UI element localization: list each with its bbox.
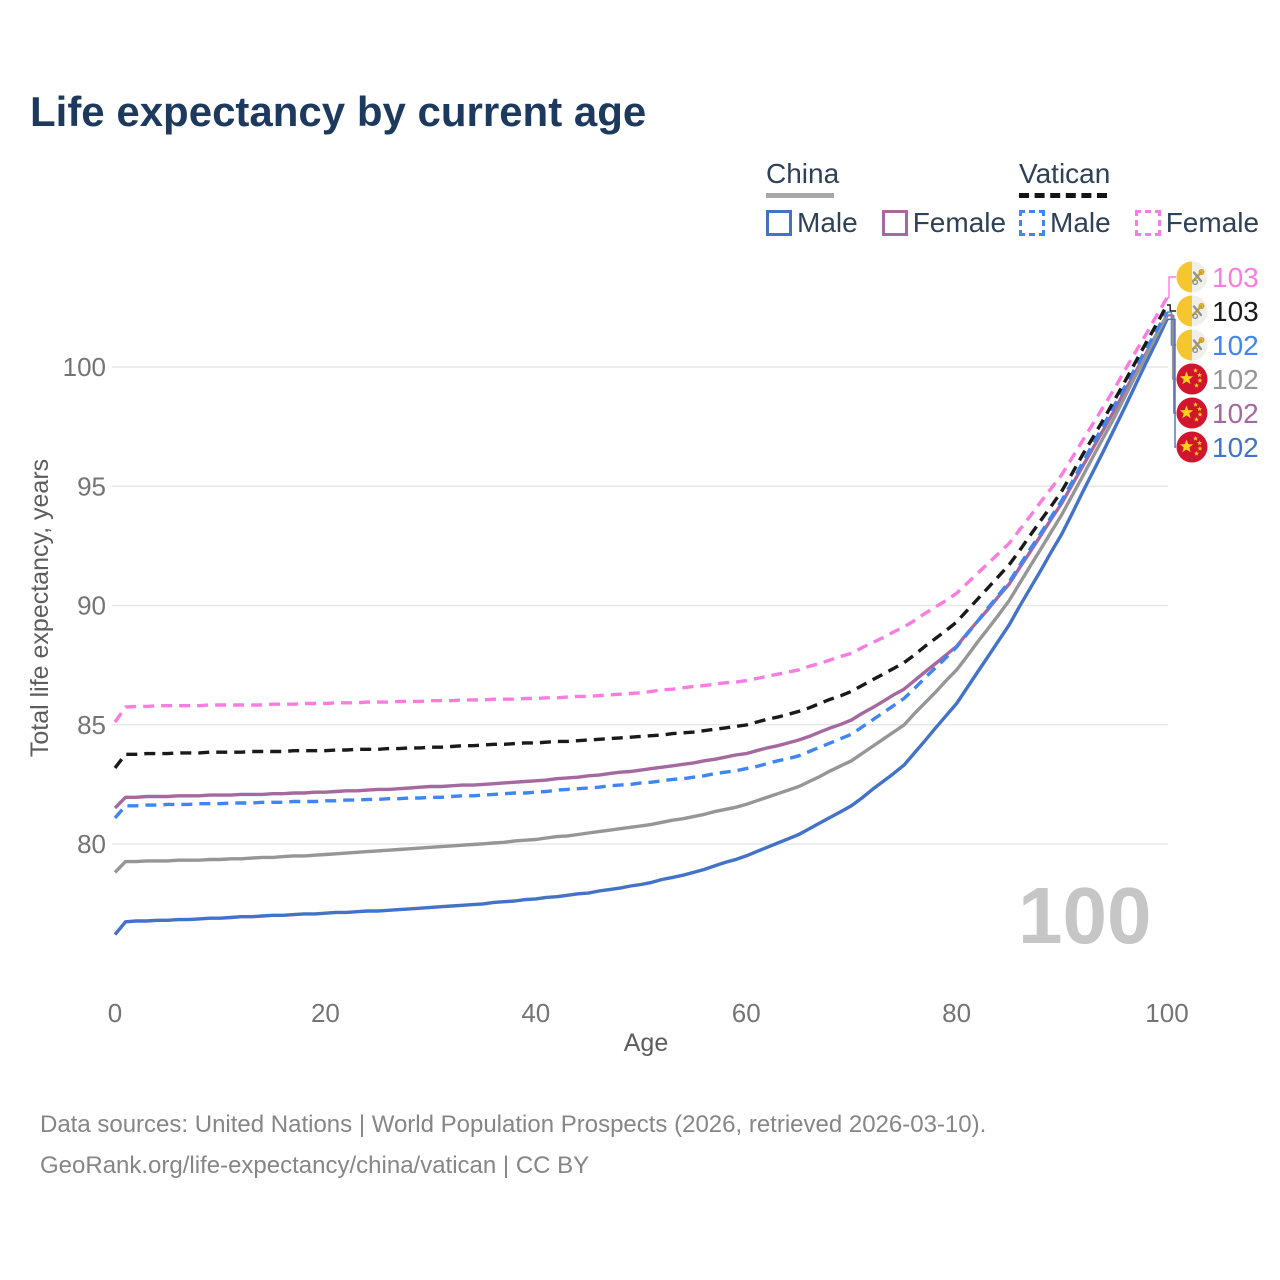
legend-swatch-china-female[interactable] — [881, 210, 908, 236]
x-tick-0: 0 — [108, 998, 122, 1028]
x-tick-100: 100 — [1145, 998, 1188, 1028]
vatican-gold-key-bow — [1198, 337, 1205, 343]
legend-underline-china-solid — [766, 193, 834, 198]
legend-underline-vatican-dashed — [1019, 193, 1107, 198]
y-tick-90: 90 — [77, 591, 106, 621]
legend-label-china-female[interactable]: Female — [912, 207, 1007, 238]
data-source-footer: Data sources: United Nations | World Pop… — [40, 1104, 986, 1186]
china-flag-small-star-2 — [1197, 411, 1203, 417]
chart-title: Life expectancy by current age — [30, 88, 647, 135]
china-flag-small-star-1 — [1197, 372, 1202, 378]
x-tick-20: 20 — [311, 998, 340, 1028]
legend-swatch-vatican-female[interactable] — [1134, 210, 1161, 236]
vatican-silver-key-bow — [1192, 279, 1199, 286]
x-tick-60: 60 — [732, 998, 761, 1028]
y-tick-80: 80 — [77, 829, 106, 859]
china-flag-big-star — [1179, 439, 1194, 453]
legend-swatch-vatican-male[interactable] — [1019, 210, 1045, 236]
series-line-vatican-both-sexes[interactable] — [113, 304, 1169, 769]
vatican-flag-yellow-half — [1176, 295, 1192, 327]
legend-label-china-male[interactable]: Male — [797, 207, 858, 238]
china-flag-small-star-3 — [1194, 450, 1199, 456]
end-value-label-vatican-male: 102 — [1212, 330, 1259, 361]
end-value-label-china-both-sexes: 102 — [1212, 364, 1259, 395]
legend-header-vatican[interactable]: Vatican — [1019, 158, 1111, 189]
y-tick-100: 100 — [63, 352, 106, 382]
end-connector-china-male — [1167, 318, 1176, 448]
vatican-gold-key-bow — [1198, 303, 1205, 309]
china-flag-big-star — [1179, 371, 1194, 385]
vatican-silver-key-bow — [1192, 313, 1199, 320]
y-axis-title: Total life expectancy, years — [26, 459, 54, 757]
legend-group-vatican: Vatican Male Female — [1019, 158, 1259, 239]
attribution-line[interactable]: GeoRank.org/life-expectancy/china/vatica… — [40, 1152, 590, 1179]
end-value-label-vatican-both-sexes: 103 — [1212, 296, 1259, 327]
china-flag-icon — [1176, 431, 1208, 463]
series-line-vatican-male[interactable] — [113, 311, 1169, 820]
china-flag-small-star-0 — [1193, 401, 1198, 407]
x-tick-80: 80 — [942, 998, 971, 1028]
china-flag-small-star-1 — [1197, 440, 1202, 446]
end-value-label-vatican-female: 103 — [1212, 262, 1259, 293]
china-flag-small-star-0 — [1193, 367, 1198, 373]
china-flag-small-star-1 — [1197, 406, 1202, 412]
legend-group-china: China Male Female — [766, 158, 1006, 239]
series-line-china-both-sexes[interactable] — [113, 313, 1169, 874]
vatican-gold-key-bow — [1198, 269, 1205, 275]
end-value-label-china-female: 102 — [1212, 398, 1259, 429]
data-source-line: Data sources: United Nations | World Pop… — [40, 1111, 987, 1138]
vatican-silver-key-bow — [1192, 347, 1199, 354]
china-flag-small-star-2 — [1197, 445, 1203, 451]
vatican-flag-yellow-half — [1176, 329, 1192, 361]
china-flag-icon — [1176, 363, 1208, 395]
legend-swatch-china-male[interactable] — [766, 210, 792, 236]
end-connector-vatican-female — [1167, 276, 1176, 299]
y-tick-95: 95 — [77, 471, 106, 501]
age-counter-watermark: 100 — [1018, 871, 1152, 960]
china-flag-small-star-3 — [1194, 416, 1199, 422]
end-value-label-china-male: 102 — [1212, 432, 1259, 463]
china-flag-big-star — [1179, 405, 1194, 419]
vatican-silver-key — [1192, 339, 1203, 351]
x-tick-40: 40 — [521, 998, 550, 1028]
end-connector-vatican-both-sexes — [1167, 304, 1176, 312]
china-flag-small-star-2 — [1197, 377, 1203, 383]
vatican-silver-key — [1192, 271, 1203, 283]
y-tick-85: 85 — [77, 710, 106, 740]
series-line-china-male[interactable] — [113, 318, 1169, 936]
chart-legend: China Male Female Vatican Male Female — [0, 0, 1280, 250]
china-flag-small-star-3 — [1194, 382, 1199, 388]
legend-header-china[interactable]: China — [766, 158, 840, 189]
legend-label-vatican-female[interactable]: Female — [1165, 207, 1260, 238]
vatican-silver-key — [1192, 305, 1203, 317]
legend-label-vatican-male[interactable]: Male — [1050, 207, 1111, 238]
china-flag-icon — [1176, 397, 1208, 429]
x-axis-title: Age — [624, 1029, 668, 1057]
china-flag-small-star-0 — [1193, 435, 1198, 441]
vatican-flag-yellow-half — [1176, 261, 1192, 293]
series-line-vatican-female[interactable] — [113, 296, 1169, 724]
